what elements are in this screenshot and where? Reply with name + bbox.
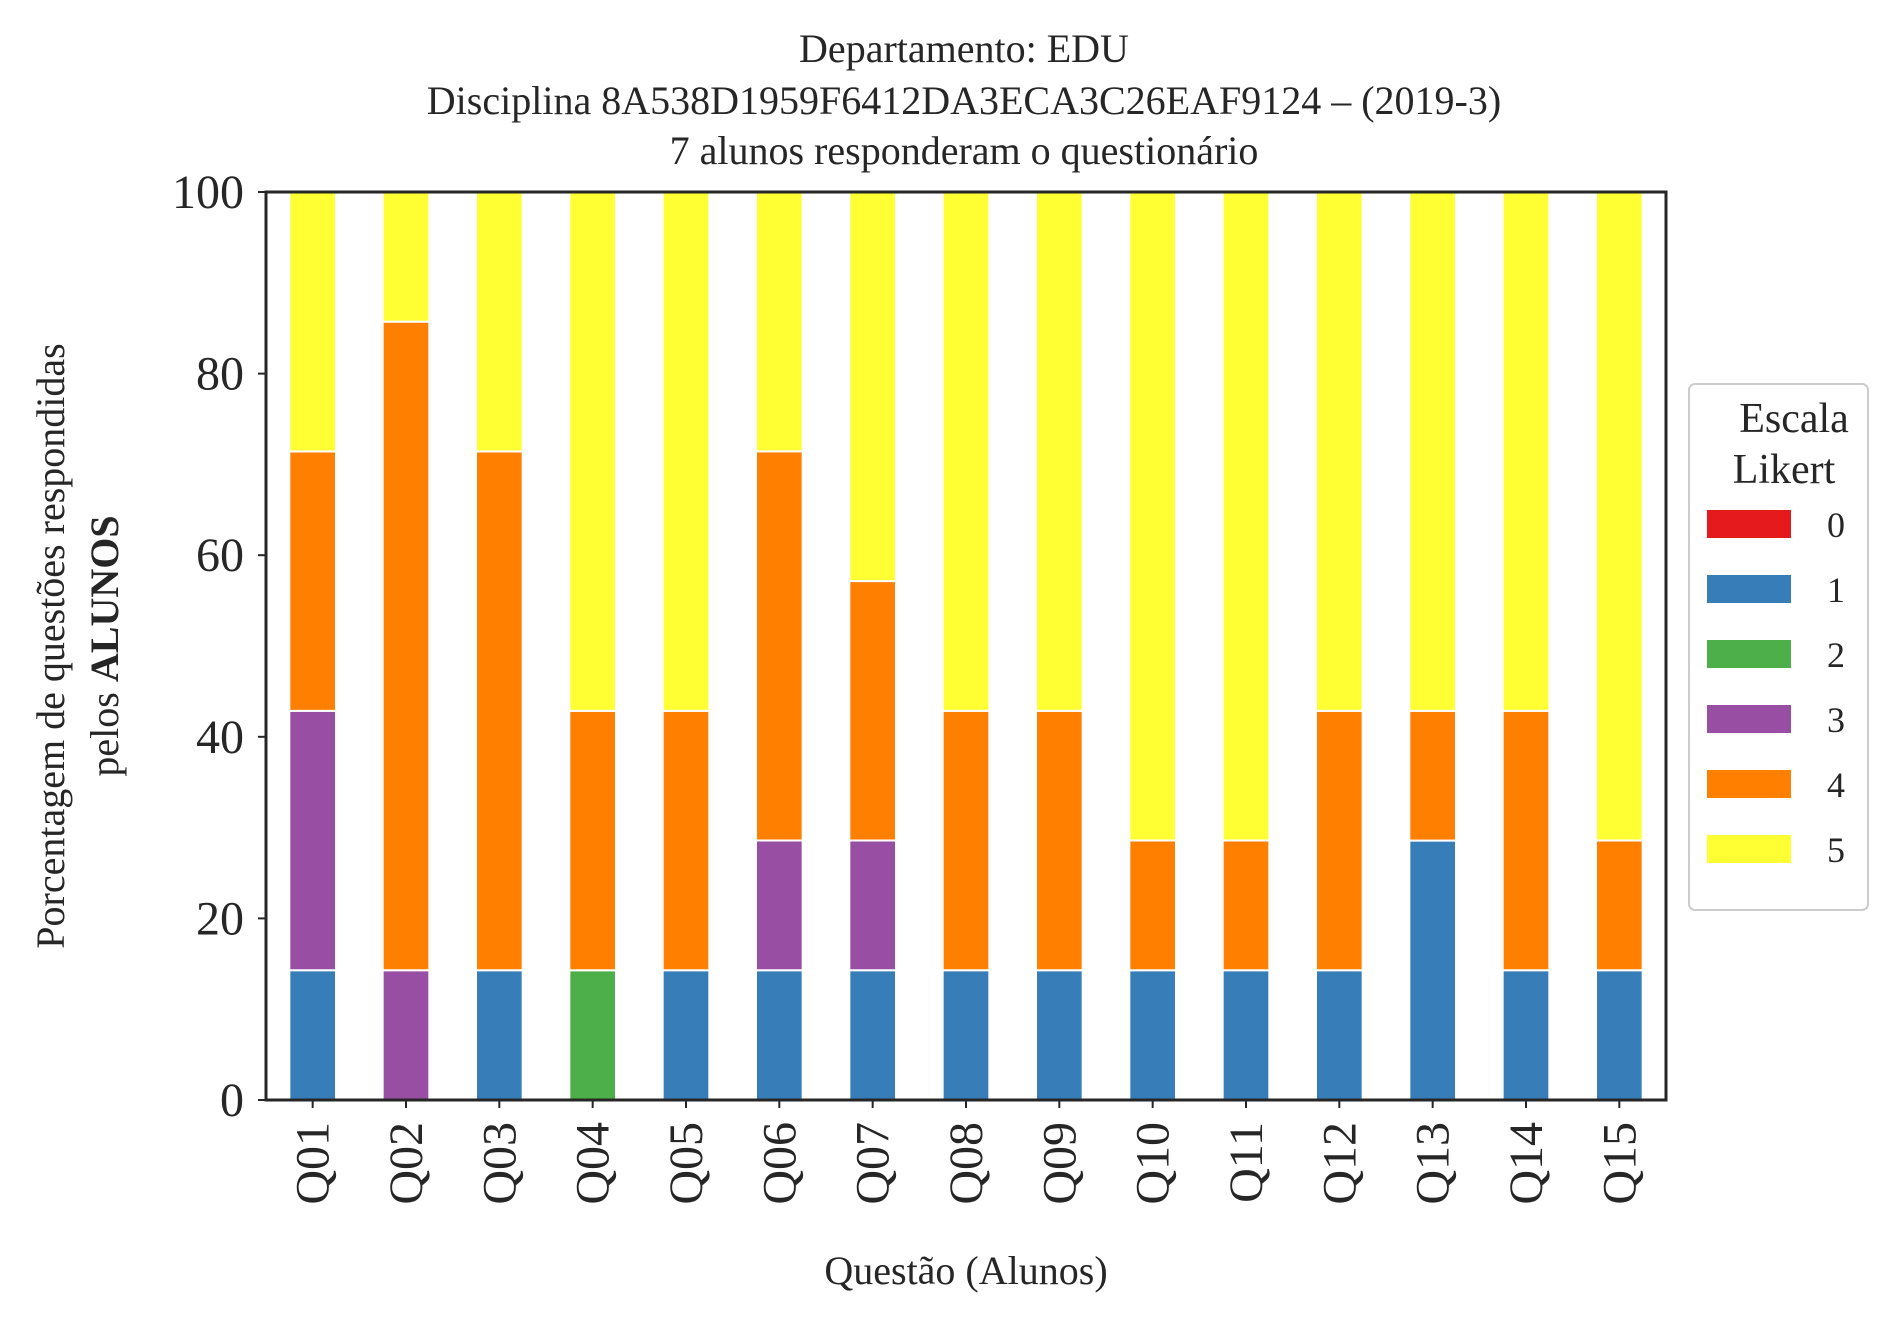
bar-q08-level-1: [941, 969, 991, 1102]
bar-q04-level-4: [568, 709, 617, 972]
legend-swatch-3: [1707, 705, 1791, 733]
x-axis-ticks: Q01 Q02 Q03 Q04 Q05 Q06 Q07 Q08 Q09 Q10 Q11 Q12 Q13 Q…: [287, 1100, 1646, 1205]
bar-q13-level-1: [1408, 839, 1458, 1101]
bar-q06-level-3: [755, 839, 804, 972]
legend: Escala Likert 0 1 2 3 4 5: [1688, 383, 1869, 911]
legend-label-0: 0: [1827, 505, 1845, 545]
legend-swatch-0: [1707, 510, 1791, 538]
legend-swatch-5: [1707, 835, 1791, 863]
legend-label-5: 5: [1827, 830, 1845, 870]
x-tick-label: Q08: [940, 1122, 993, 1205]
bar-q06-level-5: [755, 190, 804, 453]
bar-q08-level-5: [941, 191, 991, 712]
bar-q15-level-4: [1595, 839, 1644, 972]
bar-q12-level-5: [1315, 191, 1364, 712]
y-tick-label: 0: [220, 1074, 244, 1127]
legend-items: 0 1 2 3 4 5: [1707, 505, 1845, 870]
bar-q06-level-4: [755, 450, 804, 842]
x-tick-label: Q13: [1407, 1122, 1460, 1205]
bar-q07-level-5: [848, 190, 897, 583]
bar-q01-level-3: [288, 709, 338, 972]
y-axis-label-line-2: pelos ALUNOS: [82, 515, 127, 776]
bar-q04-level-5: [568, 191, 617, 712]
y-tick-label: 60: [196, 529, 244, 582]
y-axis-label: Porcentagem de questões respondidas pelo…: [28, 343, 127, 948]
x-tick-label: Q11: [1220, 1122, 1273, 1203]
bar-q10-level-1: [1128, 969, 1178, 1102]
legend-title-line-2: Likert: [1733, 447, 1836, 493]
bar-q08-level-4: [941, 709, 991, 972]
legend-label-3: 3: [1827, 700, 1845, 740]
legend-title-line-1: Escala: [1739, 396, 1849, 442]
bar-q02-level-4: [381, 320, 431, 972]
y-tick-label: 20: [196, 892, 244, 945]
bar-q04-level-2: [568, 969, 617, 1102]
y-tick-label: 100: [172, 166, 244, 219]
title-line-1: Departamento: EDU: [799, 26, 1129, 71]
y-axis-label-line-1: Porcentagem de questões respondidas: [28, 343, 73, 948]
x-tick-label: Q01: [287, 1122, 340, 1205]
y-tick-label: 40: [196, 711, 244, 764]
bar-q07-level-4: [848, 580, 897, 842]
bar-q01-level-5: [288, 191, 338, 453]
legend-swatch-1: [1707, 575, 1791, 603]
bar-q15-level-5: [1595, 190, 1644, 842]
x-tick-label: Q02: [380, 1122, 433, 1205]
bar-q11-level-4: [1221, 839, 1271, 972]
bar-q14-level-4: [1501, 709, 1551, 972]
bar-q11-level-5: [1221, 190, 1271, 842]
bar-q13-level-5: [1408, 191, 1458, 712]
legend-label-2: 2: [1827, 635, 1845, 675]
bars: [288, 190, 1644, 1102]
y-axis-label-bold: ALUNOS: [82, 515, 127, 682]
x-tick-label: Q07: [847, 1122, 900, 1205]
legend-label-1: 1: [1827, 570, 1845, 610]
bar-q13-level-4: [1408, 709, 1458, 842]
y-tick-label: 80: [196, 348, 244, 401]
bar-q09-level-4: [1035, 709, 1084, 972]
bar-q07-level-3: [848, 839, 897, 972]
bar-q05-level-4: [661, 709, 711, 972]
bar-q07-level-1: [848, 969, 897, 1102]
bar-q02-level-5: [381, 190, 431, 323]
legend-label-4: 4: [1827, 765, 1845, 805]
bar-q12-level-1: [1315, 969, 1364, 1102]
bar-q15-level-1: [1595, 969, 1644, 1102]
bar-q01-level-1: [288, 969, 338, 1102]
bar-q09-level-5: [1035, 191, 1084, 712]
x-tick-label: Q03: [473, 1122, 526, 1205]
x-tick-label: Q15: [1593, 1122, 1646, 1205]
bar-q10-level-5: [1128, 190, 1178, 842]
x-axis-label: Questão (Alunos): [824, 1248, 1107, 1293]
title-line-3: 7 alunos responderam o questionário: [670, 128, 1259, 173]
x-tick-label: Q10: [1127, 1122, 1180, 1205]
bar-q09-level-1: [1035, 969, 1084, 1102]
y-axis-ticks: 0 20 40 60 80 100: [172, 166, 266, 1127]
bar-q05-level-1: [661, 969, 711, 1102]
bar-q14-level-1: [1501, 969, 1551, 1102]
bar-q06-level-1: [755, 969, 804, 1102]
bar-q03-level-1: [475, 969, 524, 1102]
x-tick-label: Q09: [1033, 1122, 1086, 1205]
bar-q03-level-5: [475, 191, 524, 453]
bar-q01-level-4: [288, 450, 338, 712]
title-line-2: Disciplina 8A538D1959F6412DA3ECA3C26EAF9…: [427, 78, 1501, 123]
bar-q12-level-4: [1315, 709, 1364, 972]
x-tick-label: Q12: [1313, 1122, 1366, 1205]
x-tick-label: Q05: [660, 1122, 713, 1205]
bar-q11-level-1: [1221, 969, 1271, 1102]
chart-title: Departamento: EDU Disciplina 8A538D1959F…: [427, 26, 1501, 173]
x-tick-label: Q04: [567, 1122, 620, 1205]
x-tick-label: Q14: [1500, 1122, 1553, 1205]
bar-q05-level-5: [661, 191, 711, 712]
legend-swatch-4: [1707, 770, 1791, 798]
x-tick-label: Q06: [753, 1122, 806, 1205]
y-axis-label-prefix: pelos: [82, 682, 127, 776]
bar-q14-level-5: [1501, 191, 1551, 712]
bar-q02-level-3: [381, 969, 431, 1102]
bar-q03-level-4: [475, 450, 524, 972]
legend-swatch-2: [1707, 640, 1791, 668]
bar-q10-level-4: [1128, 839, 1178, 972]
